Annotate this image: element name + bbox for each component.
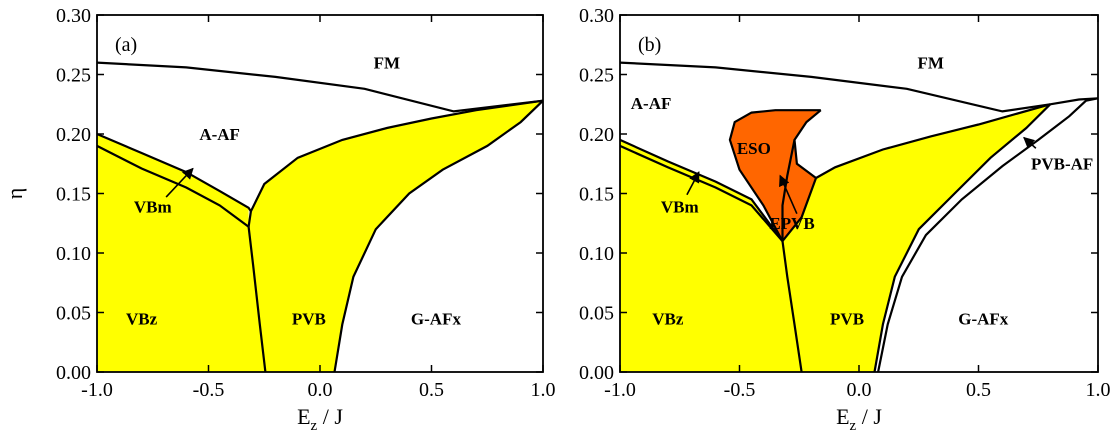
region-label-eso: ESO: [737, 139, 771, 158]
y-tick-label: 0.25: [579, 65, 614, 87]
x-tick-label: 0.0: [847, 379, 872, 401]
phase-boundary-vbm-end: [247, 211, 252, 227]
x-tick-label: -0.5: [724, 379, 756, 401]
phase-boundary-a-af-vbm: [619, 138, 784, 242]
region-fill-pvb: [248, 100, 543, 372]
region-label-g-afx: G-AFx: [958, 309, 1009, 328]
x-axis-title-subscript: z: [850, 418, 857, 434]
phase-boundary-pvb-af-g-afx: [877, 97, 1099, 373]
panel-b: -1.0 -0.5 0.0 0.5 1.0 0.00 0.05 0.10 0.15 0.20 0.2…: [579, 5, 1111, 434]
annotation-label-epvb: EPVB: [769, 214, 814, 233]
panel-tag: (b): [638, 34, 661, 56]
region-label-vbz: VBz: [126, 309, 158, 328]
phase-boundary-a-af-vbm: [96, 132, 252, 212]
y-tick-label: 0.00: [56, 362, 91, 384]
panel-a: -1.0 -0.5 0.0 0.5 1.0 0.00 0.05 0.10 0.15 0.20 0.2…: [2, 5, 556, 434]
phase-boundary-eso-pvb-edge: [815, 103, 1051, 179]
region-fill-vbz: [97, 145, 266, 372]
annotation-arrow: [1023, 136, 1037, 149]
region-label-vbz: VBz: [652, 309, 684, 328]
y-tick-label: 0.30: [56, 5, 91, 27]
x-axis-title-main: E: [836, 404, 849, 429]
region-label-g-afx: G-AFx: [411, 309, 462, 328]
y-tick-label: 0.10: [579, 243, 614, 265]
region-label-pvb: PVB: [292, 309, 326, 328]
phase-boundary-eso-outer: [728, 109, 821, 242]
region-label-fm: FM: [374, 54, 400, 73]
x-axis-title-main: E: [297, 404, 310, 429]
region-fill-vbm: [97, 134, 249, 227]
phase-boundary-epvb-eso: [781, 139, 796, 242]
phase-boundary-vbz-pvb: [781, 240, 803, 373]
phase-boundary-pvb-pvb-af: [873, 103, 1051, 373]
region-label-fm: FM: [917, 54, 943, 73]
region-fill-pvb: [782, 104, 1051, 373]
region-fill-vbz: [620, 145, 802, 372]
y-tick-label: 0.00: [579, 362, 614, 384]
y-tick-label: 0.15: [56, 184, 91, 206]
x-tick-label: -1.0: [81, 379, 113, 401]
phase-boundary-pvb-g-afx: [333, 99, 544, 373]
x-axis-title-tail: / J: [856, 404, 882, 429]
annotation-label-vbm: VBm: [134, 198, 172, 217]
panel-tag: (a): [115, 34, 137, 56]
x-axis-title: Ez / J: [297, 404, 343, 434]
annotation-arrow: [779, 174, 798, 215]
phase-boundary-vbm-vbz: [619, 144, 784, 242]
region-fill-eso: [729, 110, 821, 242]
x-tick-label: -1.0: [604, 379, 636, 401]
region-fill-vbm: [620, 139, 783, 242]
x-tick-label: -0.5: [193, 379, 225, 401]
annotation-arrow: [165, 167, 194, 198]
region-label-a-af: A-AF: [631, 94, 672, 113]
x-axis-title-tail: / J: [317, 404, 343, 429]
phase-boundary-vbz-pvb: [247, 226, 267, 373]
y-tick-label: 0.20: [579, 124, 614, 146]
region-label-pvb: PVB: [830, 309, 864, 328]
phase-boundary-a-af-pvb: [249, 99, 544, 212]
region-label-a-af: A-AF: [199, 125, 240, 144]
x-tick-label: 0.5: [966, 379, 991, 401]
phase-boundary-epvb-pvb: [781, 177, 818, 242]
y-tick-label: 0.15: [579, 184, 614, 206]
y-axis-title: η: [2, 188, 27, 200]
x-tick-label: 0.5: [419, 379, 444, 401]
x-tick-label: 1.0: [1086, 379, 1111, 401]
phase-boundary-fm-a-af: [619, 61, 1099, 113]
y-tick-label: 0.20: [56, 124, 91, 146]
phase-boundary-vbm-vbz: [96, 144, 250, 228]
annotation-label-pvb-af: PVB-AF: [1031, 155, 1093, 174]
y-tick-label: 0.30: [579, 5, 614, 27]
x-tick-label: 1.0: [531, 379, 556, 401]
y-tick-label: 0.25: [56, 65, 91, 87]
y-tick-label: 0.10: [56, 243, 91, 265]
x-axis-title-subscript: z: [311, 418, 318, 434]
annotation-arrow: [686, 171, 700, 196]
y-tick-label: 0.05: [579, 303, 614, 325]
x-tick-label: 0.0: [308, 379, 333, 401]
y-tick-label: 0.05: [56, 303, 91, 325]
phase-boundary-fm-a-af: [96, 61, 544, 113]
annotation-label-vbm: VBm: [661, 198, 699, 217]
x-axis-title: Ez / J: [836, 404, 882, 434]
